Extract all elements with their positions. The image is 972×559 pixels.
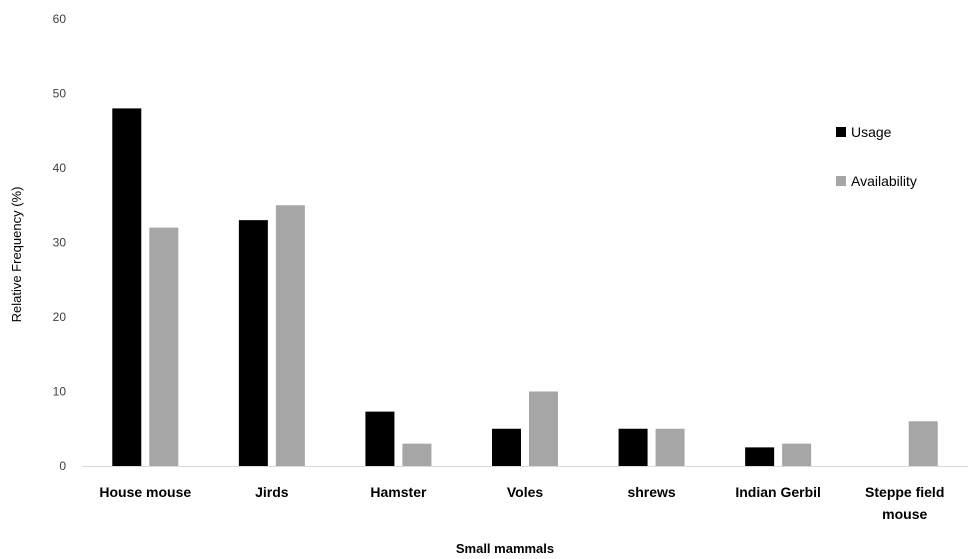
legend-swatch-availability [836,176,846,186]
bar-availability-2 [275,205,305,466]
x-tick-label: Jirds [255,484,289,500]
y-axis-title: Relative Frequency (%) [9,187,24,323]
y-tick-label: 20 [53,310,67,324]
bar-usage-5 [618,428,648,466]
bar-usage-2 [238,220,268,466]
x-tick-label: House mouse [99,484,191,500]
bar-usage-1 [112,108,142,467]
bar-availability-5 [655,428,685,466]
bar-availability-6 [782,443,812,466]
x-axis-ticks: House mouse Jirds Hamster Voles shrews Indian… [99,484,944,522]
x-tick-label: mouse [882,506,927,522]
legend-swatch-usage [836,127,846,137]
x-tick-label: Voles [507,484,544,500]
x-tick-label: Hamster [370,484,427,500]
legend: Usage Availability [836,124,917,189]
x-tick-label: Steppe field [865,484,944,500]
legend-label-usage: Usage [851,124,892,140]
bar-availability-4 [529,391,558,466]
bar-usage-6 [745,447,775,466]
y-tick-label: 10 [53,385,67,399]
y-tick-label: 30 [53,236,67,250]
x-tick-label: shrews [627,484,675,500]
y-tick-label: 0 [59,459,66,473]
y-tick-label: 60 [53,12,67,26]
x-tick-label: Indian Gerbil [735,484,821,500]
y-axis-ticks: 0 10 20 30 40 50 60 [53,12,67,473]
bars [112,108,938,467]
y-tick-label: 50 [53,87,67,101]
legend-label-availability: Availability [851,173,917,189]
bar-usage-4 [492,428,521,466]
bar-availability-3 [402,443,432,466]
x-axis-title: Small mammals [456,541,554,556]
bar-availability-1 [149,227,179,466]
bar-usage-3 [365,411,395,466]
y-tick-label: 40 [53,161,67,175]
bar-availability-7 [908,421,938,466]
